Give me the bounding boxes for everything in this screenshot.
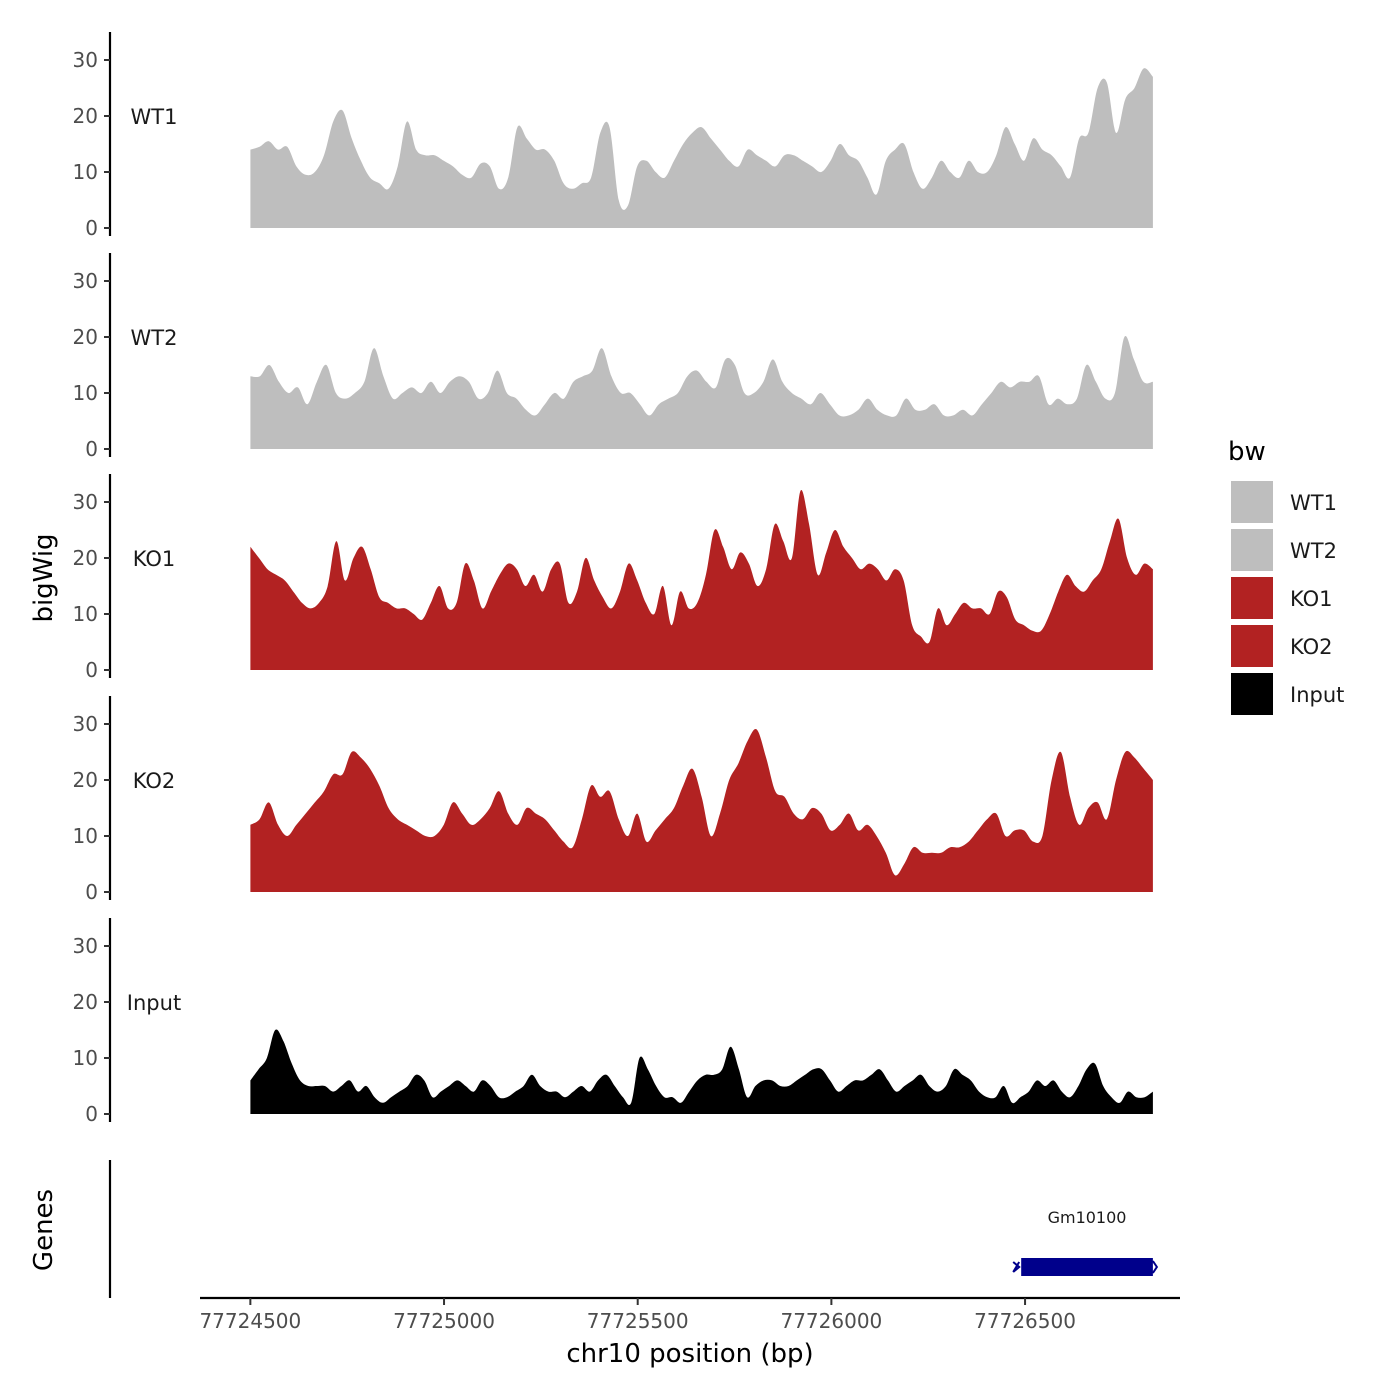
- gene-strand-arrow: [1152, 1260, 1159, 1274]
- legend-entry-input: Input: [1229, 671, 1344, 717]
- legend-label: KO1: [1290, 587, 1333, 611]
- x-tick-label: 77724500: [199, 1309, 301, 1333]
- y-tick-label: 10: [73, 381, 98, 405]
- x-tick-label: 77726500: [974, 1309, 1076, 1333]
- area-input: [250, 1029, 1153, 1114]
- legend-swatch: [1229, 671, 1275, 717]
- y-tick-label: 0: [85, 658, 98, 682]
- track-input: 0 10 20 30 Input: [73, 918, 1153, 1126]
- y-tick-label: 30: [73, 48, 98, 72]
- y-tick-label: 0: [85, 216, 98, 240]
- y-tick-label: 0: [85, 437, 98, 461]
- y-tick-label: 0: [85, 880, 98, 904]
- y-tick-label: 10: [73, 602, 98, 626]
- x-tick-label: 77725000: [393, 1309, 495, 1333]
- legend-label: WT1: [1290, 491, 1337, 515]
- y-tick-label: 30: [73, 712, 98, 736]
- y-tick-label: 30: [73, 934, 98, 958]
- gene-start-marker: [1012, 1261, 1021, 1273]
- area-ko1: [250, 490, 1153, 670]
- y-tick-label: 20: [73, 990, 98, 1014]
- legend-entry-ko2: KO2: [1229, 623, 1333, 669]
- y-axis-title: bigWig: [29, 533, 59, 622]
- x-axis-title: chr10 position (bp): [566, 1339, 813, 1369]
- gene-label: Gm10100: [1048, 1208, 1127, 1227]
- legend-label: Input: [1290, 683, 1344, 707]
- gene-gm10100: Gm10100: [1012, 1208, 1159, 1276]
- legend-label: WT2: [1290, 539, 1337, 563]
- y-tick-label: 10: [73, 160, 98, 184]
- genes-panel: Gm10100: [108, 1160, 1159, 1298]
- area-ko2: [250, 729, 1153, 892]
- legend-swatch: [1229, 527, 1275, 573]
- gene-body: [1021, 1258, 1153, 1276]
- genes-axis-title: Genes: [29, 1189, 59, 1271]
- track-ko2: 0 10 20 30 KO2: [73, 696, 1153, 904]
- legend-label: KO2: [1290, 635, 1333, 659]
- x-tick-label: 77726000: [780, 1309, 882, 1333]
- y-tick-label: 20: [73, 768, 98, 792]
- track-label: KO2: [133, 769, 176, 793]
- area-wt2: [250, 336, 1153, 449]
- legend-title: bw: [1228, 437, 1266, 467]
- x-tick-label: 77725500: [587, 1309, 689, 1333]
- y-tick-label: 20: [73, 104, 98, 128]
- track-wt2: 0 10 20 30 WT2: [73, 253, 1153, 461]
- signal-tracks: 0 10 20 30 WT1 0 10 20 30 WT2 0 10 20 30 KO1 0 10 20 30 KO2…: [73, 32, 1153, 1126]
- track-label: WT1: [131, 105, 178, 129]
- track-wt1: 0 10 20 30 WT1: [73, 32, 1153, 240]
- y-tick-label: 10: [73, 824, 98, 848]
- y-tick-label: 30: [73, 490, 98, 514]
- y-tick-label: 20: [73, 546, 98, 570]
- track-label: WT2: [131, 326, 178, 350]
- area-wt1: [250, 68, 1153, 228]
- x-axis: 77724500 77725000 77725500 77726000 77726500: [199, 1296, 1180, 1333]
- legend-entry-wt1: WT1: [1229, 479, 1337, 525]
- track-label: Input: [127, 991, 181, 1015]
- y-tick-label: 20: [73, 325, 98, 349]
- track-ko1: 0 10 20 30 KO1: [73, 474, 1153, 682]
- legend-swatch: [1229, 479, 1275, 525]
- legend-entry-ko1: KO1: [1229, 575, 1333, 621]
- legend-swatch: [1229, 623, 1275, 669]
- y-tick-label: 0: [85, 1102, 98, 1126]
- legend-swatch: [1229, 575, 1275, 621]
- legend: bw WT1 WT2 KO1 KO2 Input: [1228, 437, 1344, 717]
- track-label: KO1: [133, 547, 176, 571]
- y-tick-label: 10: [73, 1046, 98, 1070]
- legend-entry-wt2: WT2: [1229, 527, 1337, 573]
- y-tick-label: 30: [73, 269, 98, 293]
